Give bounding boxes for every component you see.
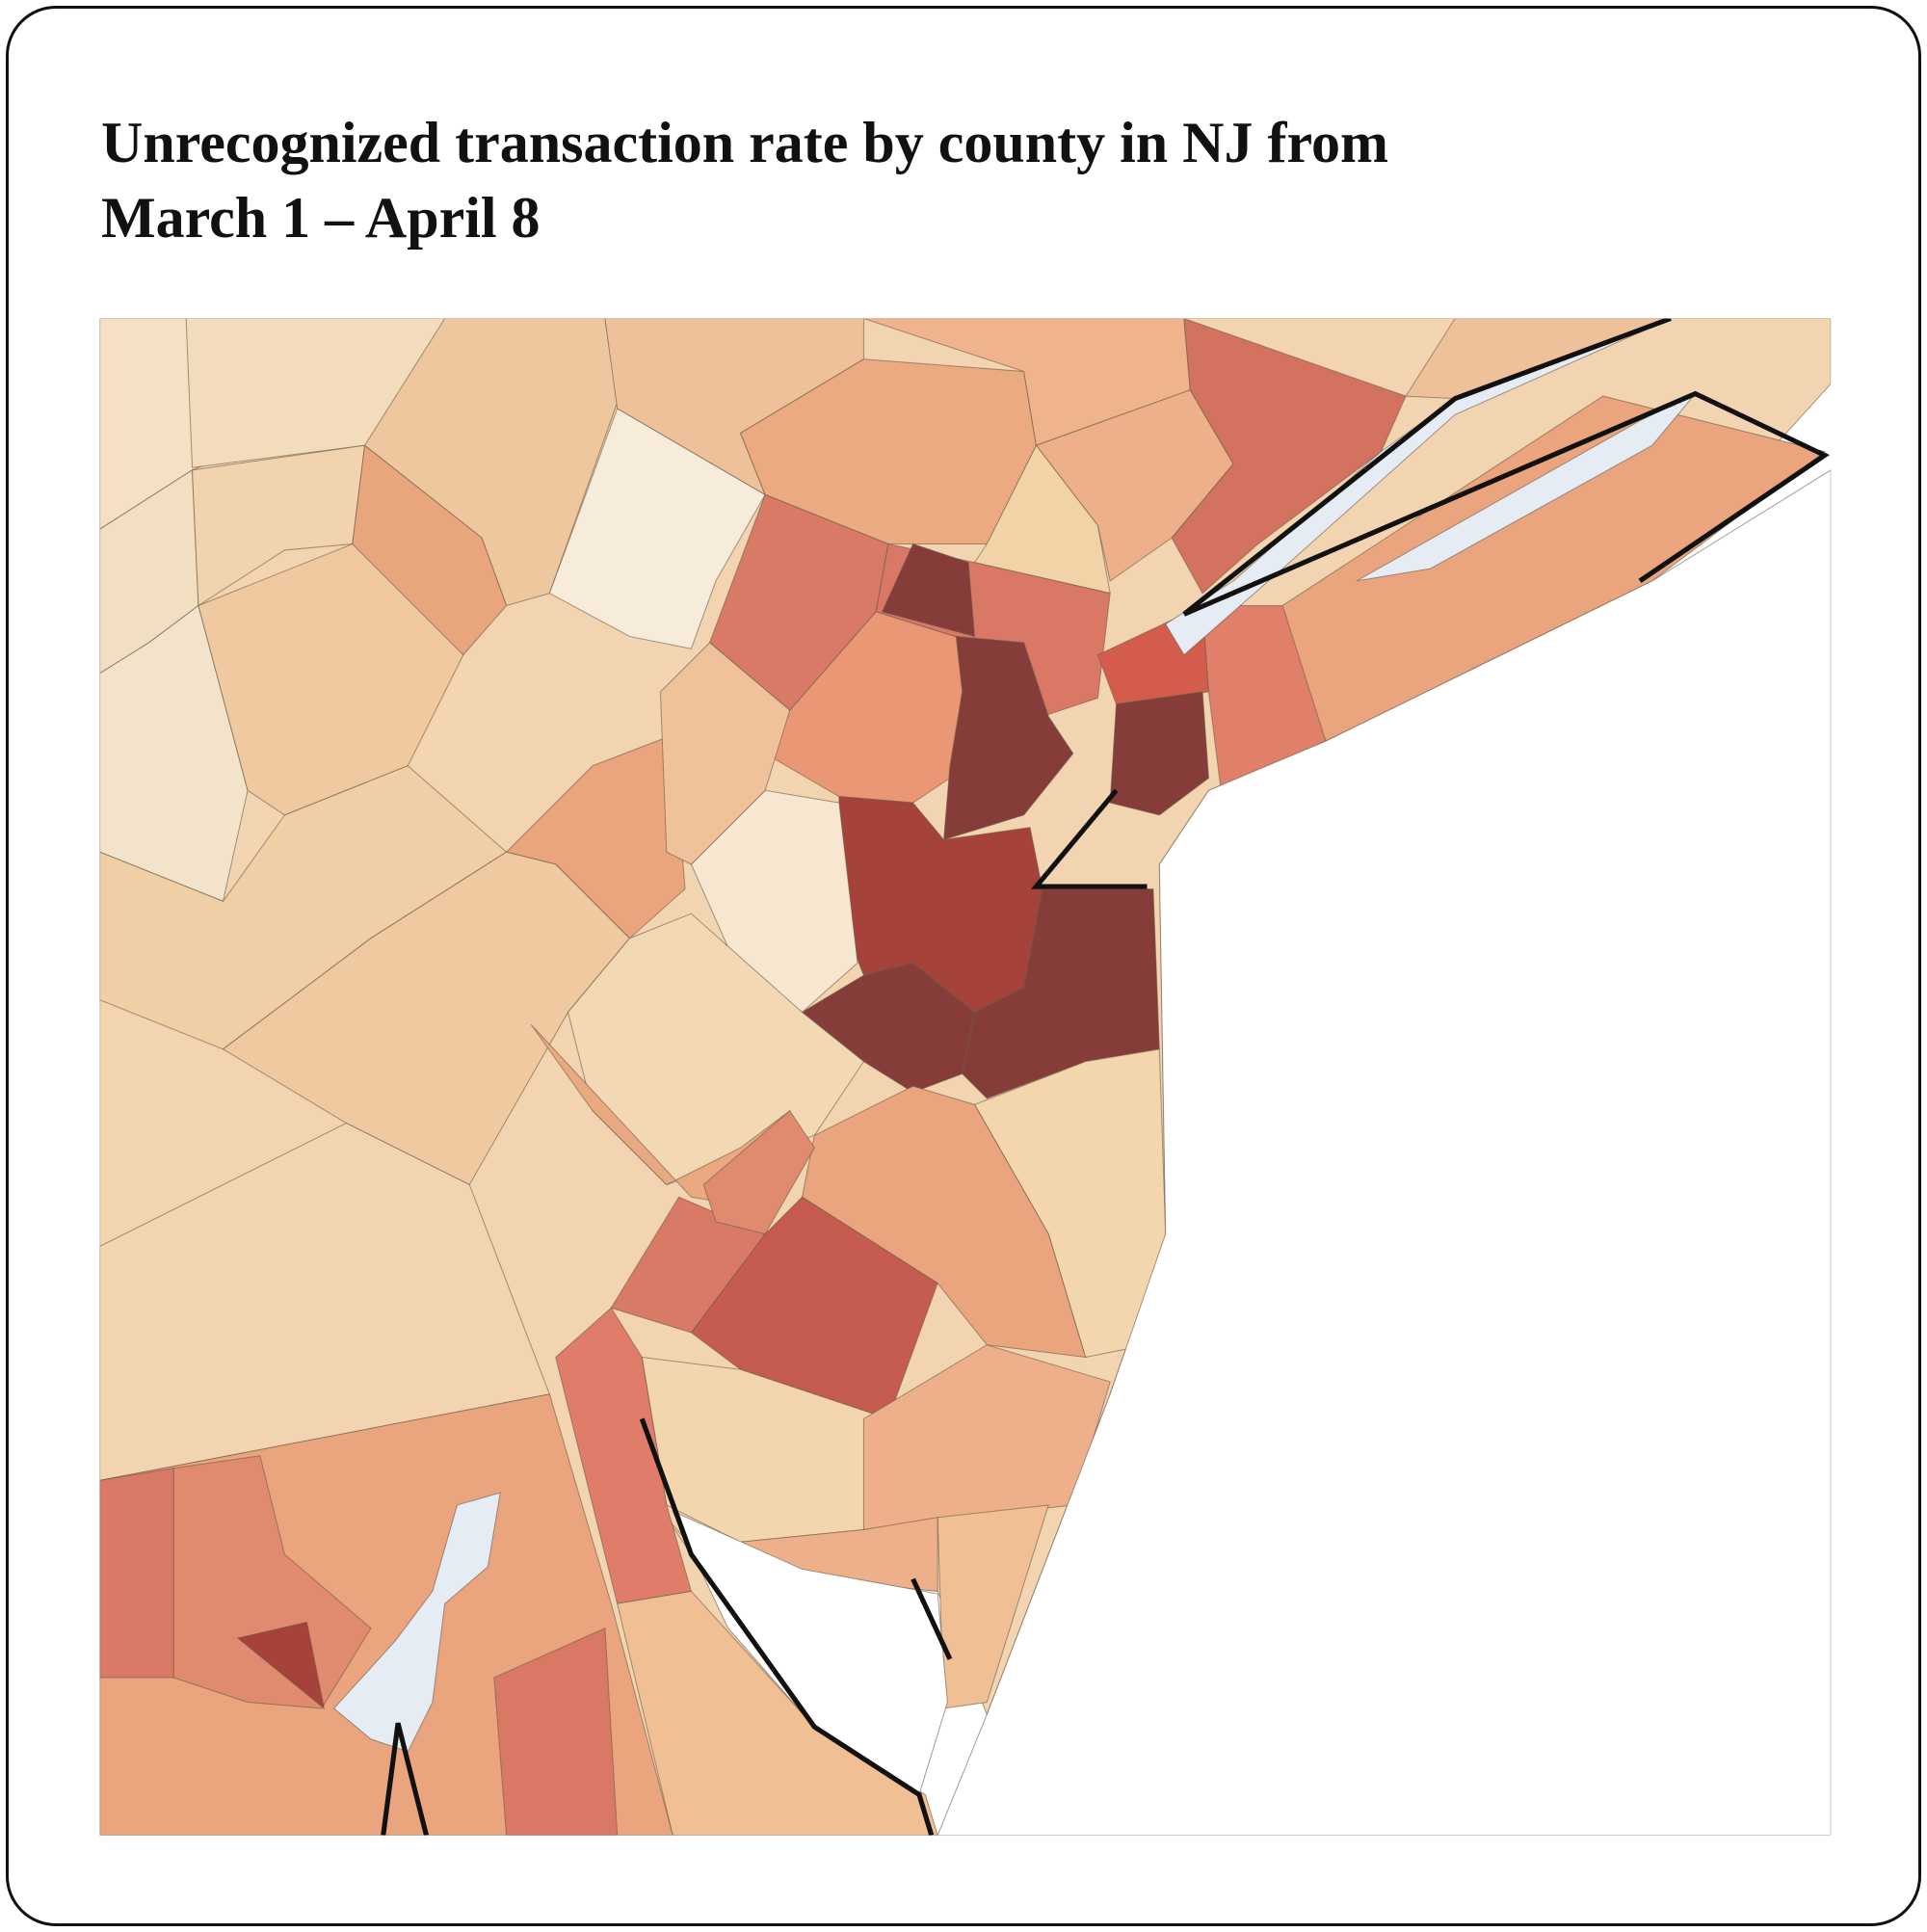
region (1405, 318, 1672, 400)
border-line (1182, 390, 1830, 617)
region (191, 444, 366, 607)
border-line (381, 1722, 429, 1836)
region (172, 1455, 372, 1709)
map (99, 318, 1832, 1836)
border-line (911, 1577, 953, 1660)
region (1109, 691, 1209, 816)
card: Unrecognized transaction rate by county … (6, 6, 1921, 1926)
region (702, 1109, 815, 1235)
region (942, 635, 1074, 841)
region (973, 444, 1111, 595)
region (236, 1621, 326, 1710)
region (332, 1492, 501, 1753)
region (99, 1122, 551, 1481)
region (1171, 318, 1407, 595)
state-borders (381, 318, 1830, 1836)
region (493, 1628, 619, 1836)
region (937, 469, 1832, 1836)
region (99, 1467, 174, 1679)
border-line (1030, 788, 1148, 889)
region (672, 1510, 948, 1796)
region (1356, 393, 1696, 582)
map-title: Unrecognized transaction rate by county … (101, 111, 1388, 250)
counties (99, 318, 1832, 1836)
region (530, 1023, 791, 1210)
border-line (1182, 318, 1672, 617)
region (617, 1590, 938, 1836)
region (659, 642, 791, 865)
region (881, 543, 976, 638)
border-line (639, 1417, 935, 1836)
